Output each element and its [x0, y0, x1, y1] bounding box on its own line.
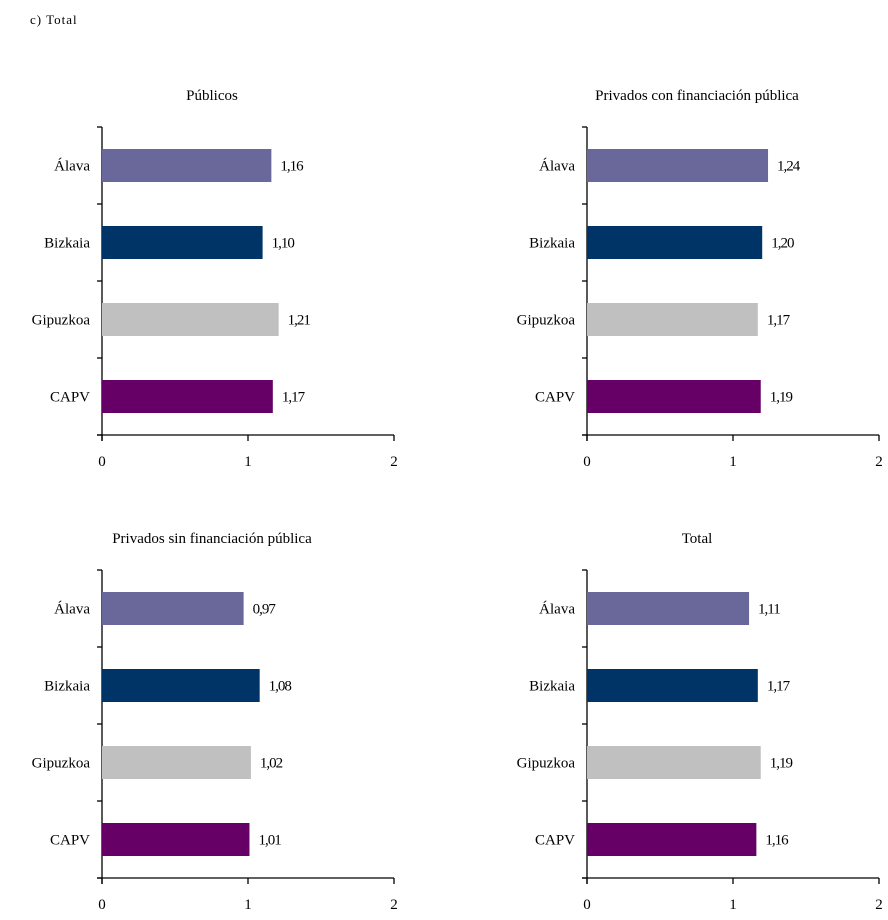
category-label: Bizkaia: [529, 236, 575, 252]
data-label: 1,21: [288, 313, 311, 329]
data-label: 1,08: [269, 679, 292, 695]
category-label: Bizkaia: [44, 236, 90, 252]
bar: [102, 149, 272, 182]
category-label: CAPV: [50, 390, 90, 406]
x-tick-label: 0: [98, 897, 106, 913]
category-label: Bizkaia: [44, 679, 90, 695]
x-tick-label: 2: [390, 454, 398, 470]
x-tick-label: 1: [729, 897, 737, 913]
category-label: Álava: [54, 158, 90, 175]
data-label: 1,01: [258, 833, 281, 849]
category-label: Álava: [539, 601, 575, 618]
bar: [102, 823, 250, 856]
chart-title: Total: [682, 531, 713, 547]
bar: [587, 746, 761, 779]
category-label: CAPV: [535, 833, 575, 849]
x-tick-label: 1: [244, 897, 252, 913]
data-label: 1,02: [260, 756, 283, 772]
data-label: 1,16: [280, 159, 304, 175]
x-tick-label: 1: [729, 454, 737, 470]
bar: [587, 303, 758, 336]
x-tick-label: 2: [390, 897, 398, 913]
chart-title: Privados sin financiación pública: [112, 531, 312, 547]
category-label: Gipuzkoa: [32, 756, 91, 772]
data-label: 1,24: [777, 159, 801, 175]
bar: [102, 746, 251, 779]
bar: [587, 669, 758, 702]
x-tick-label: 0: [583, 454, 591, 470]
data-label: 1,17: [767, 679, 791, 695]
x-tick-label: 0: [98, 454, 106, 470]
category-label: Bizkaia: [529, 679, 575, 695]
data-label: 1,19: [770, 756, 793, 772]
bar: [102, 669, 260, 702]
x-tick-label: 0: [583, 897, 591, 913]
data-label: 1,11: [758, 602, 780, 618]
category-label: Álava: [539, 158, 575, 175]
bar: [587, 226, 763, 259]
bar: [587, 149, 769, 182]
data-label: 1,16: [765, 833, 789, 849]
bar: [587, 592, 750, 625]
data-label: 1,19: [770, 390, 793, 406]
x-tick-label: 2: [875, 897, 883, 913]
x-tick-label: 1: [244, 454, 252, 470]
category-label: Gipuzkoa: [32, 313, 91, 329]
chart-title: Privados con financiación pública: [595, 88, 799, 104]
bar: [102, 226, 263, 259]
data-label: 1,17: [767, 313, 791, 329]
category-label: CAPV: [50, 833, 90, 849]
category-label: Gipuzkoa: [517, 313, 576, 329]
bar: [587, 823, 757, 856]
data-label: 0,97: [253, 602, 277, 618]
category-label: CAPV: [535, 390, 575, 406]
bar: [102, 303, 279, 336]
category-label: Álava: [54, 601, 90, 618]
bar: [102, 380, 273, 413]
chart-title: Públicos: [186, 88, 238, 104]
bar: [587, 380, 761, 413]
x-tick-label: 2: [875, 454, 883, 470]
data-label: 1,10: [272, 236, 295, 252]
category-label: Gipuzkoa: [517, 756, 576, 772]
bar: [102, 592, 244, 625]
data-label: 1,20: [771, 236, 794, 252]
page-header: c) Total: [30, 12, 78, 27]
data-label: 1,17: [282, 390, 306, 406]
